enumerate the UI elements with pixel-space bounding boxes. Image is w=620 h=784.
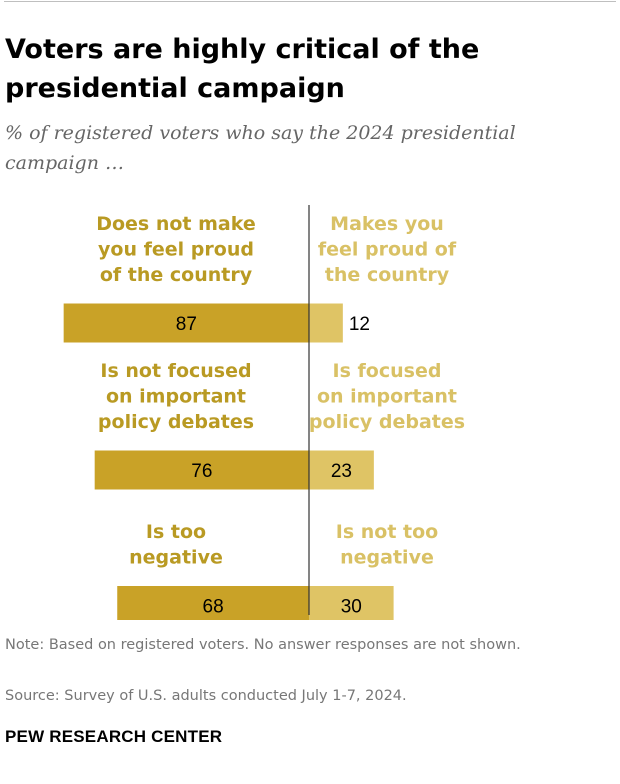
bar-negative-value-label: 87 (176, 314, 197, 335)
chart-note: Note: Based on registered voters. No ans… (5, 637, 521, 653)
right-category-label: Is focused on important policy debates (309, 360, 465, 433)
right-category-label: Is not too negative (336, 521, 438, 569)
pew-logo-text: PEW RESEARCH CENTER (5, 727, 223, 746)
right-category-label: Makes you feel proud of the country (318, 213, 457, 286)
bar-positive-value-label: 23 (331, 461, 352, 482)
left-category-label: Is too negative (129, 521, 223, 569)
bar-positive (309, 450, 374, 490)
chart-subtitle: % of registered voters who say the 2024 … (5, 122, 516, 174)
bar-negative-value-label: 76 (191, 461, 212, 482)
bar-negative-value-label: 68 (203, 597, 224, 618)
bar-positive-value-label: 30 (341, 597, 362, 618)
chart-source: Source: Survey of U.S. adults conducted … (5, 688, 407, 704)
top-rule (4, 1, 616, 2)
bar-positive-value-label: 12 (349, 314, 370, 335)
bar-positive (309, 586, 394, 620)
bar-negative (63, 303, 309, 343)
chart-title: Voters are highly critical of the presid… (5, 34, 480, 104)
bar-negative (117, 586, 310, 620)
bar-negative (94, 450, 310, 490)
diverging-bar-chart: Does not make you feel proud of the countr… (63, 205, 465, 620)
bar-positive (309, 303, 343, 343)
left-category-label: Is not focused on important policy debates (98, 360, 254, 433)
left-category-label: Does not make you feel proud of the countr… (96, 213, 256, 286)
